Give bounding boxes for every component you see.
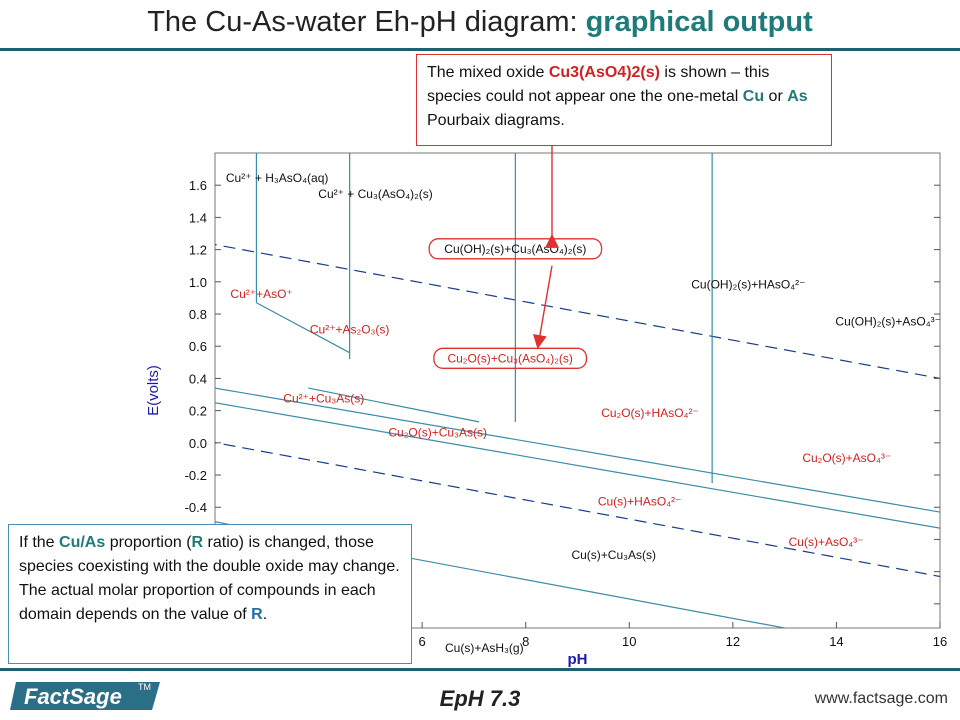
footer-divider xyxy=(0,668,960,671)
domain-label-1: Cu²⁺ + Cu₃(AsO₄)₂(s) xyxy=(318,187,432,201)
y-tick-label: 0.6 xyxy=(189,339,207,354)
y-axis-label: E(volts) xyxy=(145,365,162,416)
callout-top-species: Cu3(AsO4)2(s) xyxy=(548,64,660,81)
domain-label-5: Cu²⁺+AsO⁺ xyxy=(230,287,292,301)
callout-bottom-text-3: ratio) is changed, those species coexist… xyxy=(19,534,400,623)
title-divider xyxy=(0,48,960,51)
y-tick-label: 0.2 xyxy=(189,404,207,419)
y-tick-label: 1.0 xyxy=(189,275,207,290)
y-tick-label: 1.4 xyxy=(189,210,207,225)
highlight-ellipse-7 xyxy=(433,347,588,369)
y-tick-label: -0.2 xyxy=(185,468,207,483)
x-tick-label: 6 xyxy=(419,634,426,649)
domain-label-9: Cu₂O(s)+HAsO₄²⁻ xyxy=(601,406,699,420)
x-tick-label: 16 xyxy=(933,634,947,649)
plot-frame xyxy=(214,152,941,629)
callout-top-text-3: or xyxy=(764,88,788,105)
domain-label-2: Cu(OH)₂(s)+Cu₃(AsO₄)₂(s) xyxy=(444,242,586,256)
slide-title-accent: graphical output xyxy=(585,6,813,38)
water-stability-line-0 xyxy=(215,243,940,380)
x-tick-label: 12 xyxy=(726,634,740,649)
factsage-logo: FactSage TM xyxy=(10,682,160,710)
domain-label-3: Cu(OH)₂(s)+HAsO₄²⁻ xyxy=(691,277,805,291)
x-tick-label: 14 xyxy=(829,634,843,649)
domain-label-10: Cu₂O(s)+Cu₃As(s) xyxy=(388,425,487,439)
plot-lines xyxy=(215,153,940,628)
domain-label-13: Cu(s)+AsO₄³⁻ xyxy=(789,535,864,549)
phase-boundary-8 xyxy=(308,387,480,423)
slide-title-main: The Cu-As-water Eh-pH diagram: xyxy=(147,6,586,38)
domain-label-12: Cu(s)+HAsO₄²⁻ xyxy=(598,495,682,509)
x-tick-label: 10 xyxy=(622,634,636,649)
phase-boundary-7 xyxy=(256,302,350,354)
pointer-arrow-lower xyxy=(533,265,553,349)
callout-top-metal-as: As xyxy=(787,88,808,105)
callout-mixed-oxide: The mixed oxide Cu3(AsO4)2(s) is shown –… xyxy=(416,54,832,146)
slide-title: The Cu-As-water Eh-pH diagram: graphical… xyxy=(0,6,960,39)
callout-bottom-text-2: proportion ( xyxy=(105,534,192,551)
callout-bottom-ratio-symbol-2: R xyxy=(251,606,263,623)
callout-top-text-2: is shown – this species could not appear… xyxy=(427,64,770,105)
highlight-ellipse-2 xyxy=(428,238,603,260)
phase-boundary-0 xyxy=(215,387,940,513)
callout-top-metal-cu: Cu xyxy=(742,88,765,105)
water-stability-line-1 xyxy=(215,442,940,578)
svg-text:FactSage: FactSage xyxy=(24,684,122,709)
x-axis-label: pH xyxy=(568,651,588,668)
y-tick-label: -0.4 xyxy=(185,500,207,515)
callout-top-text-1: The mixed oxide xyxy=(427,64,549,81)
callout-bottom-ratio-name: Cu/As xyxy=(59,534,106,551)
svg-text:TM: TM xyxy=(138,682,151,692)
phase-boundary-1 xyxy=(215,402,940,529)
callout-bottom-text-1: If the xyxy=(19,534,60,551)
y-tick-label: 0.8 xyxy=(189,307,207,322)
domain-label-0: Cu²⁺ + H₃AsO₄(aq) xyxy=(226,171,328,185)
domain-label-8: Cu²⁺+Cu₃As(s) xyxy=(283,392,364,406)
domain-label-14: Cu(s)+Cu₃As(s) xyxy=(571,548,656,562)
slide-number: EpH 7.3 xyxy=(439,686,521,711)
callout-top-text-4: Pourbaix diagrams. xyxy=(427,112,565,129)
y-tick-label: 1.2 xyxy=(189,243,207,258)
footer-url[interactable]: www.factsage.com xyxy=(814,690,948,707)
domain-label-11: Cu₂O(s)+AsO₄³⁻ xyxy=(802,451,891,465)
x-tick-label: 8 xyxy=(522,634,529,649)
callout-bottom-ratio-symbol: R xyxy=(191,534,204,551)
domain-label-4: Cu(OH)₂(s)+AsO₄³⁻ xyxy=(835,314,941,328)
domain-label-15: Cu(s)+AsH₃(g) xyxy=(445,641,524,655)
domain-label-6: Cu²⁺+As₂O₃(s) xyxy=(310,322,390,336)
domain-label-7: Cu₂O(s)+Cu₃(AsO₄)₂(s) xyxy=(447,351,572,365)
y-tick-label: 0.0 xyxy=(189,436,207,451)
y-tick-label: 0.4 xyxy=(189,371,207,386)
y-tick-label: 1.6 xyxy=(189,178,207,193)
callout-ratio-note: If the Cu/As proportion (R ratio) is cha… xyxy=(8,524,412,664)
callout-bottom-text-4: . xyxy=(262,606,268,623)
